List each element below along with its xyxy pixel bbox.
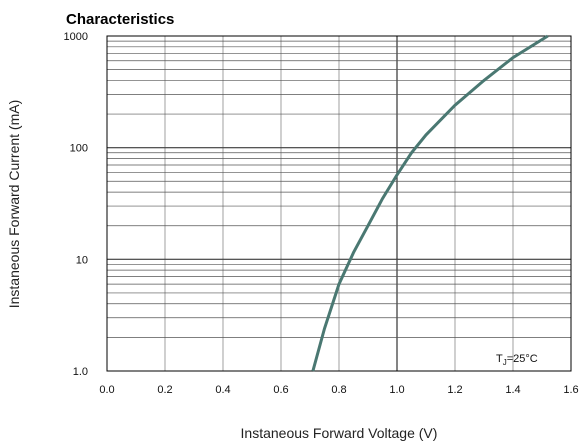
x-tick-labels: 0.0 0.2 0.4 0.6 0.8 1.0 1.2 1.4 1.6 <box>99 384 578 396</box>
y-tick-label: 10 <box>76 254 88 266</box>
y-tick-label: 100 <box>70 143 88 155</box>
x-tick-label: 0.8 <box>331 384 346 396</box>
x-tick-label: 0.2 <box>157 384 172 396</box>
x-tick-label: 0.4 <box>215 384 230 396</box>
y-tick-label: 1.0 <box>73 366 88 378</box>
series-line <box>311 34 549 372</box>
x-tick-label: 0.0 <box>99 384 114 396</box>
y-axis-title: Instaneous Forward Current (mA) <box>6 100 22 309</box>
x-tick-label: 0.6 <box>273 384 288 396</box>
x-tick-label: 1.6 <box>563 384 578 396</box>
x-tick-label: 1.2 <box>447 384 462 396</box>
annotation-sub: J <box>503 358 507 367</box>
grid <box>107 36 571 371</box>
y-tick-label: 1000 <box>64 31 88 43</box>
x-axis-title: Instaneous Forward Voltage (V) <box>241 425 438 441</box>
annotation-base: T <box>496 353 503 365</box>
annotation-rest: =25°C <box>507 353 538 365</box>
x-tick-label: 1.0 <box>389 384 404 396</box>
x-tick-label: 1.4 <box>505 384 520 396</box>
temperature-annotation: TJ=25°C <box>496 353 538 367</box>
chart-title: Characteristics <box>66 11 174 28</box>
plot-frame <box>106 35 572 372</box>
y-tick-labels: 1.0 10 100 1000 <box>64 31 88 378</box>
